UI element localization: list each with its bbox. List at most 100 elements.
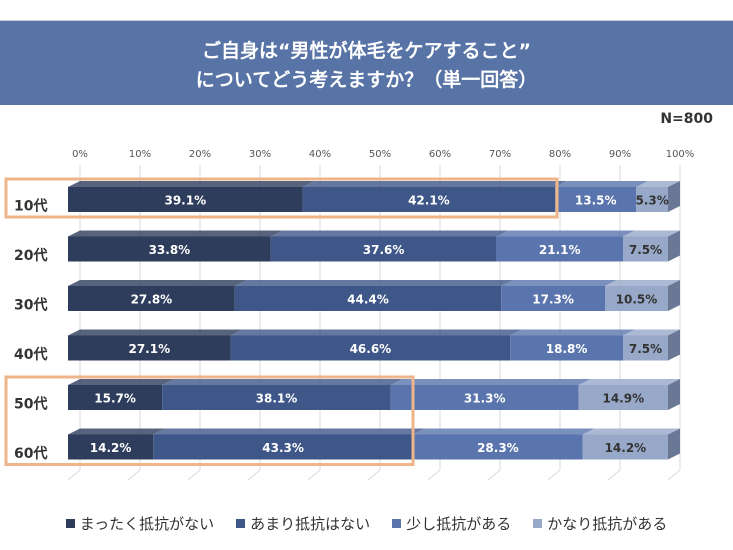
legend-item: あまり抵抗はない: [236, 513, 370, 534]
bar-segment-top: [234, 280, 514, 286]
bar-segment: [68, 236, 271, 262]
bar-segment-top: [68, 280, 247, 286]
bar-segment: [302, 187, 556, 212]
bar-segment: [555, 187, 637, 212]
gridline-floor: [547, 469, 561, 481]
bar-side-face: [668, 230, 680, 262]
bar-segment-group: 31.3%: [390, 379, 591, 410]
bar-segment-group: 18.8%: [510, 329, 635, 361]
category-label: 20代: [14, 247, 47, 264]
chart-title-line-2: についてどう考えますか？（単一回答）: [195, 69, 538, 91]
bar-segment: [582, 434, 668, 460]
title-band: ご自身は“男性が体毛をケアすること” についてどう考えますか？（単一回答）: [0, 20, 733, 105]
bar-segment-group: 21.1%: [496, 230, 635, 262]
bar-side-face: [668, 280, 680, 311]
legend-swatch: [392, 519, 402, 528]
bar-segment-top: [68, 428, 166, 435]
gridline-floor: [667, 469, 681, 481]
bar-segment-top: [230, 329, 523, 336]
bar-segment-group: 37.6%: [270, 230, 509, 262]
data-label: 42.1%: [408, 194, 450, 208]
data-label: 17.3%: [532, 293, 574, 307]
highlight-box: [4, 177, 559, 219]
bar-segment-group: 28.3%: [413, 428, 595, 460]
bar-segment-top: [623, 329, 680, 336]
data-label: 27.1%: [128, 342, 170, 356]
bar-segment: [496, 236, 623, 262]
x-tick-label: 10%: [129, 149, 151, 160]
legend: まったく抵抗がない あまり抵抗はない 少し抵抗がある かなり抵抗がある: [0, 513, 733, 534]
legend-swatch: [65, 519, 75, 528]
bar-segment-top: [390, 379, 591, 385]
bar-segment-top: [68, 181, 315, 187]
bar-segment-top: [496, 230, 635, 237]
x-tick-label: 90%: [609, 149, 631, 160]
x-tick-label: 100%: [666, 149, 695, 160]
bar-segment-group: 27.8%: [68, 280, 247, 311]
gridline-floor: [487, 469, 501, 481]
bar-segment: [413, 434, 583, 460]
bar-segment-group: 44.4%: [234, 280, 514, 311]
x-tick-label: 70%: [489, 149, 511, 160]
bar-side-face: [668, 181, 680, 212]
data-label: 14.9%: [602, 392, 644, 406]
legend-swatch: [533, 519, 543, 528]
bar-segment-group: 33.8%: [68, 230, 283, 262]
bar-segment-group: 14.2%: [582, 428, 680, 460]
category-label: 60代: [14, 445, 47, 462]
data-label: 13.5%: [575, 194, 617, 208]
gridline-floor: [367, 469, 381, 481]
bar-segment: [510, 335, 623, 361]
bar-segment: [68, 385, 163, 410]
bar-side-face: [668, 329, 680, 361]
bar-segment: [234, 286, 502, 311]
bar-segment-group: 46.6%: [230, 329, 523, 361]
data-label: 43.3%: [262, 441, 304, 455]
bar-segment-top: [605, 280, 680, 286]
bar-segment-top: [555, 181, 649, 187]
data-label: 10.5%: [616, 293, 658, 307]
bar-segment-top: [270, 230, 509, 237]
bar-segment: [162, 385, 391, 410]
bar-segment-group: 43.3%: [153, 428, 425, 460]
bar-side-face: [668, 379, 680, 410]
category-label: 30代: [14, 297, 47, 314]
chart-title-line-1: ご自身は“男性が体毛をケアすること”: [202, 40, 531, 62]
bar-segment-top: [578, 379, 680, 385]
gridline-floor: [427, 469, 441, 481]
bar-segment-top: [636, 181, 680, 187]
data-label: 33.8%: [149, 243, 191, 257]
bar-segment-group: 39.1%: [68, 181, 315, 212]
x-tick-label: 80%: [549, 149, 571, 160]
data-label: 39.1%: [164, 194, 206, 208]
bar-segment-top: [510, 329, 635, 336]
legend-label: かなり抵抗がある: [547, 515, 668, 533]
gridline-floor: [67, 469, 81, 481]
data-label: 5.3%: [635, 194, 668, 208]
bar-segment: [501, 286, 605, 311]
bar-segment-top: [68, 329, 243, 336]
bar-segment: [623, 236, 668, 262]
legend-item: まったく抵抗がない: [65, 513, 214, 534]
gridline-floor: [307, 469, 321, 481]
data-label: 21.1%: [539, 243, 581, 257]
data-label: 7.5%: [629, 342, 662, 356]
bar-segment-group: 38.1%: [162, 379, 403, 410]
gridline-floor: [127, 469, 141, 481]
bar-side-face: [668, 428, 680, 460]
bar-segment: [68, 187, 303, 212]
legend-item: かなり抵抗がある: [533, 513, 667, 534]
bar-segment: [230, 335, 511, 361]
data-label: 28.3%: [477, 441, 519, 455]
bar-segment-group: 7.5%: [623, 329, 680, 361]
data-label: 27.8%: [131, 293, 173, 307]
bar-segment-group: 14.2%: [68, 428, 166, 460]
x-tick-label: 40%: [309, 149, 331, 160]
data-label: 18.8%: [546, 342, 588, 356]
bar-segment-top: [68, 379, 175, 385]
bar-segment: [390, 385, 579, 410]
x-tick-label: 0%: [72, 149, 88, 160]
bar-segment-top: [302, 181, 568, 187]
bar-segment: [68, 434, 154, 460]
bar-segment-group: 17.3%: [501, 280, 617, 311]
